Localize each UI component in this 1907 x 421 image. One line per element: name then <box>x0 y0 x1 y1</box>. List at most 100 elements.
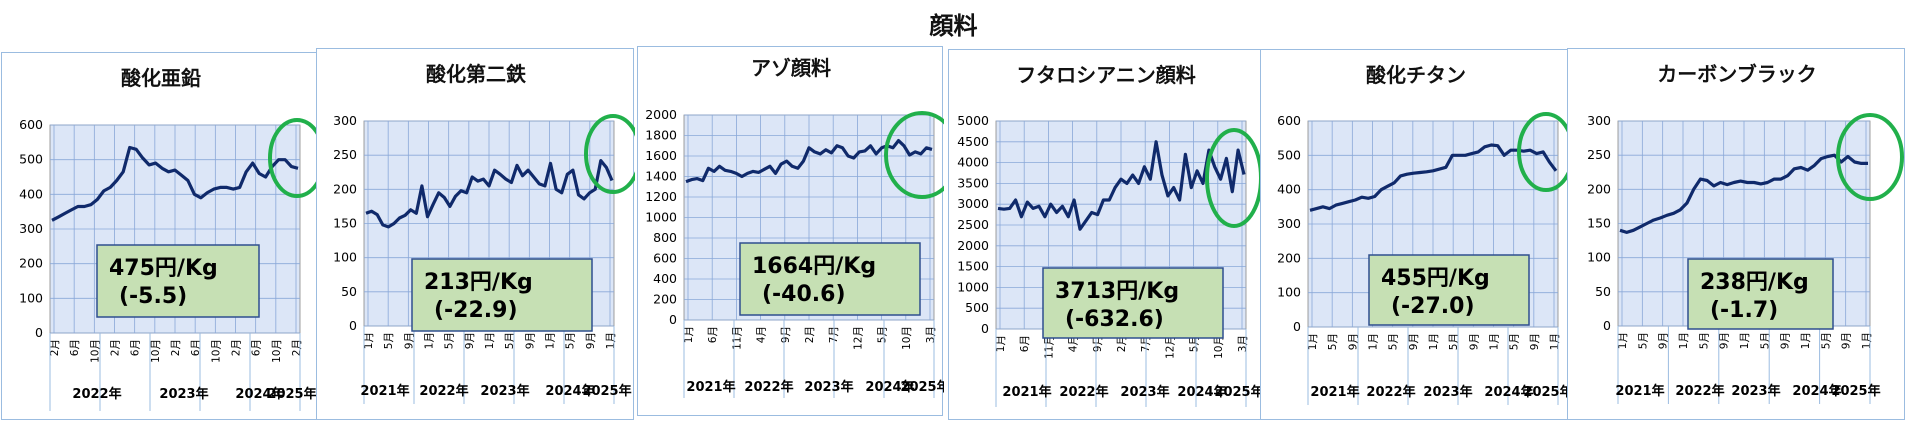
x-tick-label: 5月 <box>1637 332 1649 349</box>
series-line <box>1309 143 1558 212</box>
y-tick-label: 100 <box>1277 285 1301 300</box>
year-label: 2021年 <box>360 383 409 399</box>
x-tick-label: 1月 <box>1800 332 1812 349</box>
x-tick-label: 10月 <box>89 339 101 363</box>
y-tick-label: 3000 <box>957 196 989 211</box>
year-label: 2023年 <box>159 386 208 402</box>
price-box <box>1687 258 1834 330</box>
x-tick-label: 9月 <box>780 326 792 343</box>
year-label: 2022年 <box>72 386 121 402</box>
price-label: 475円/Kg <box>109 256 218 281</box>
x-tick-label: 4月 <box>1068 335 1080 352</box>
chart-panel-zinc-oxide: 酸化亜鉛 0 100 200 300 400 500 600 2月 6月 10月 2月 6月 10月 2月 6… <box>1 52 320 420</box>
y-tick-label: 100 <box>333 250 357 265</box>
x-tick-label: 6月 <box>190 339 202 356</box>
y-tick-label: 250 <box>1587 147 1611 162</box>
price-change-label: (-5.5) <box>119 284 187 309</box>
x-tick-label: 1月 <box>1678 332 1690 349</box>
x-tick-label: 6月 <box>69 339 81 356</box>
y-tick-label: 400 <box>653 271 677 286</box>
x-tick-label: 10月 <box>901 326 913 350</box>
year-label: 2024年 <box>235 386 284 402</box>
x-tick-label: 1月 <box>1549 333 1561 350</box>
y-tick-label: 200 <box>1277 250 1301 265</box>
x-tick-label: 3月 <box>925 326 937 343</box>
y-tick-label: 0 <box>1293 319 1301 334</box>
y-tick-label: 2000 <box>645 107 677 122</box>
x-tick-label: 10月 <box>1213 335 1225 359</box>
x-tick-label: 2月 <box>170 339 182 356</box>
y-tick-label: 150 <box>333 216 357 231</box>
y-tick-label: 1000 <box>957 279 989 294</box>
x-tick-label: 9月 <box>1529 333 1541 350</box>
x-tick-label: 9月 <box>1468 333 1480 350</box>
chart-panel-titanium-oxide: 酸化チタン 0 100 200 300 400 500 600 1月 5月 9月 1月 5月 9月 1月 5月… <box>1260 49 1571 420</box>
x-tick-label: 2月 <box>49 339 61 356</box>
x-tick-label: 10月 <box>150 339 162 363</box>
year-label: 2022年 <box>744 379 793 395</box>
price-change-label: (-1.7) <box>1710 298 1778 323</box>
year-label: 2023年 <box>480 383 529 399</box>
chart-svg: 酸化亜鉛 0 100 200 300 400 500 600 2月 6月 10月 2月 6月 10月 2月 6… <box>19 66 320 411</box>
x-tick-label: 5月 <box>383 332 395 349</box>
x-tick-label: 5月 <box>877 326 889 343</box>
y-tick-label: 1600 <box>645 148 677 163</box>
year-label: 2025年 <box>1214 384 1263 400</box>
price-label: 455円/Kg <box>1381 266 1490 291</box>
x-tick-label: 2月 <box>231 339 243 356</box>
price-box <box>1042 267 1224 339</box>
x-tick-label: 9月 <box>1092 335 1104 352</box>
x-tick-label: 1月 <box>1861 332 1873 349</box>
highlight-circle <box>268 118 320 198</box>
chart-svg: カーボンブラック 0 50 100 150 200 250 300 1月 5月 9月 1月 5月 9月 1月… <box>1587 62 1904 404</box>
y-tick-label: 800 <box>653 230 677 245</box>
x-tick-label: 9月 <box>585 332 597 349</box>
x-tick-label: 4月 <box>756 326 768 343</box>
chart-title: 酸化チタン <box>1366 63 1466 87</box>
y-tick-label: 3500 <box>957 175 989 190</box>
year-label: 2024年 <box>545 383 594 399</box>
chart-svg: 酸化チタン 0 100 200 300 400 500 600 1月 5月 9月 1月 5月 9月 1月 5月… <box>1277 63 1571 405</box>
year-label: 2022年 <box>1059 384 1108 400</box>
x-tick-label: 12月 <box>1164 335 1176 359</box>
x-tick-label: 2月 <box>804 326 816 343</box>
price-box <box>739 242 921 316</box>
x-tick-label: 1月 <box>545 332 557 349</box>
x-tick-label: 12月 <box>852 326 864 350</box>
x-tick-label: 5月 <box>504 332 516 349</box>
chart-title: フタロシアニン顔料 <box>1016 63 1196 87</box>
x-tick-label: 9月 <box>1408 333 1420 350</box>
price-label: 1664円/Kg <box>752 254 876 279</box>
x-tick-label: 1月 <box>1617 332 1629 349</box>
y-tick-label: 300 <box>333 113 357 128</box>
price-change-label: (-632.6) <box>1065 307 1164 332</box>
y-tick-label: 300 <box>1587 113 1611 128</box>
series-line <box>1619 153 1868 234</box>
year-label: 2023年 <box>1731 383 1780 399</box>
y-tick-label: 200 <box>19 256 43 271</box>
x-tick-label: 1月 <box>1428 333 1440 350</box>
year-label: 2022年 <box>1675 383 1724 399</box>
y-tick-label: 0 <box>35 325 43 340</box>
x-tick-label: 5月 <box>1189 335 1201 352</box>
year-label: 2021年 <box>1615 383 1664 399</box>
page-title: 顔料 <box>929 12 978 40</box>
x-tick-label: 9月 <box>1780 332 1792 349</box>
y-tick-label: 50 <box>1595 284 1611 299</box>
x-tick-label: 11月 <box>731 326 743 350</box>
y-tick-label: 250 <box>333 147 357 162</box>
year-label: 2021年 <box>1002 384 1051 400</box>
chart-panel-azo-pigment: アゾ顔料 0 200 400 600 800 1000 1200 1400 1600 1800 200… <box>637 46 944 416</box>
y-tick-label: 50 <box>341 284 357 299</box>
y-tick-label: 200 <box>653 292 677 307</box>
y-tick-label: 4000 <box>957 155 989 170</box>
series-line <box>685 138 933 184</box>
year-label: 2023年 <box>1120 384 1169 400</box>
x-tick-label: 2月 <box>1116 335 1128 352</box>
series-line <box>51 145 299 222</box>
y-tick-label: 400 <box>19 186 43 201</box>
highlight-circle <box>884 111 944 199</box>
x-tick-label: 6月 <box>707 326 719 343</box>
y-tick-label: 1200 <box>645 189 677 204</box>
y-tick-label: 600 <box>653 251 677 266</box>
